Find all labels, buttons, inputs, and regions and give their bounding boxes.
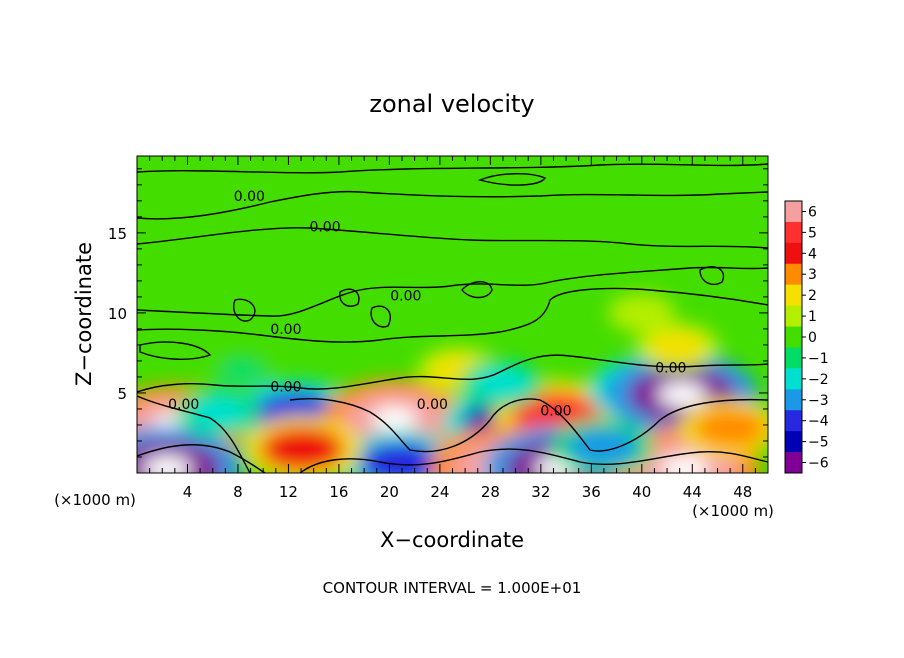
field-core xyxy=(647,330,708,363)
x-tick-label: 24 xyxy=(430,483,449,501)
x-unit-right: (×1000 m) xyxy=(692,502,774,520)
x-tick-label: 4 xyxy=(183,483,193,501)
contour-line xyxy=(137,395,251,473)
contour-label: 0.00 xyxy=(655,360,686,376)
y-tick-label: 15 xyxy=(108,225,127,243)
contour-interval-footer: CONTOUR INTERVAL = 1.000E+01 xyxy=(323,579,582,597)
contour-line xyxy=(137,266,768,317)
colorbar-label: 0 xyxy=(808,330,817,346)
x-tick-label: 8 xyxy=(233,483,243,501)
colorbar-swatch xyxy=(785,201,802,223)
colorbar-swatch xyxy=(785,389,802,411)
contour-labels: 0.00 0.00 0.00 0.00 0.00 0.00 0.00 0.00 0.00 xyxy=(168,189,686,420)
colorbar-label: 6 xyxy=(808,204,817,220)
contour-line xyxy=(289,398,768,453)
field-core xyxy=(471,367,532,400)
colorbar-swatch xyxy=(785,263,802,286)
colorbar-swatch xyxy=(785,284,802,307)
colorbar-swatch xyxy=(785,347,802,369)
colorbar: 6 5 4 3 2 1 0 −1 −2 −3 −4 −5 −6 xyxy=(784,200,829,474)
colorbar-swatch xyxy=(785,221,802,244)
y-tick-label: 10 xyxy=(108,305,127,323)
x-tick-label: 32 xyxy=(531,483,550,501)
contour-line xyxy=(370,305,391,328)
colorbar-swatch xyxy=(785,326,802,348)
field-core xyxy=(260,426,345,471)
colorbar-label: −4 xyxy=(808,414,829,430)
contour-line xyxy=(137,163,768,174)
field-blobs xyxy=(137,293,768,473)
x-tick-label: 20 xyxy=(380,483,399,501)
field-peak xyxy=(142,455,192,473)
colorbar-label: −2 xyxy=(808,372,829,388)
contour-line xyxy=(137,444,266,473)
x-axis: 4 8 12 16 20 24 28 32 36 40 44 48 xyxy=(149,156,756,501)
contour-label: 0.00 xyxy=(270,322,301,338)
colorbar-label: −1 xyxy=(808,351,829,367)
contour-line xyxy=(137,190,768,220)
velocity-field: 0.00 0.00 0.00 0.00 0.00 0.00 0.00 0.00 0.00 xyxy=(137,156,768,473)
field-peak xyxy=(371,406,418,431)
colorbar-label: −6 xyxy=(808,456,829,472)
contour-line xyxy=(477,173,547,186)
y-axis-label: Z−coordinate xyxy=(72,242,96,386)
contour-label: 0.00 xyxy=(309,219,340,235)
x-tick-label: 16 xyxy=(329,483,348,501)
colorbar-label: 3 xyxy=(808,267,817,283)
contour-line xyxy=(137,354,768,393)
contour-line xyxy=(699,266,725,286)
x-unit-left: (×1000 m) xyxy=(54,491,136,509)
chart-title: zonal velocity xyxy=(369,90,534,118)
contour-label: 0.00 xyxy=(234,189,265,205)
field-core xyxy=(187,396,248,429)
x-tick-label: 28 xyxy=(481,483,500,501)
contour-line xyxy=(339,288,360,307)
field-core xyxy=(566,428,639,467)
contour-lines xyxy=(137,163,768,473)
field-core xyxy=(694,409,767,448)
contour-label: 0.00 xyxy=(390,288,421,304)
x-tick-label: 44 xyxy=(683,483,702,501)
x-tick-label: 40 xyxy=(632,483,651,501)
colorbar-swatch xyxy=(785,305,802,328)
contour-line xyxy=(137,287,768,343)
colorbar-swatch xyxy=(785,431,802,453)
y-axis: 5 10 15 xyxy=(108,168,768,458)
contour-line xyxy=(233,298,256,322)
field-peak xyxy=(660,455,710,473)
colorbar-swatch xyxy=(785,410,802,432)
colorbar-label: −5 xyxy=(808,435,829,451)
y-tick-label: 5 xyxy=(117,385,127,403)
x-axis-label: X−coordinate xyxy=(380,528,524,552)
contour-line xyxy=(139,341,212,360)
contour-line xyxy=(137,227,768,249)
colorbar-swatch xyxy=(785,242,802,265)
field-peak xyxy=(657,381,707,408)
x-tick-label: 48 xyxy=(733,483,752,501)
colorbar-label: 4 xyxy=(808,246,817,262)
contour-label: 0.00 xyxy=(417,397,448,413)
colorbar-label: 1 xyxy=(808,309,817,325)
x-tick-label: 12 xyxy=(279,483,298,501)
contour-label: 0.00 xyxy=(540,404,571,420)
colorbar-swatch xyxy=(785,368,802,390)
colorbar-swatch xyxy=(785,452,802,474)
colorbar-label: 2 xyxy=(808,288,817,304)
colorbar-label: −3 xyxy=(808,393,829,409)
x-tick-label: 36 xyxy=(582,483,601,501)
contour-line xyxy=(299,448,768,473)
contour-label: 0.00 xyxy=(168,397,199,413)
field-core xyxy=(617,299,666,326)
field-core xyxy=(217,357,266,384)
contour-label: 0.00 xyxy=(270,380,301,396)
colorbar-label: 5 xyxy=(808,225,817,241)
contour-line xyxy=(461,281,493,299)
